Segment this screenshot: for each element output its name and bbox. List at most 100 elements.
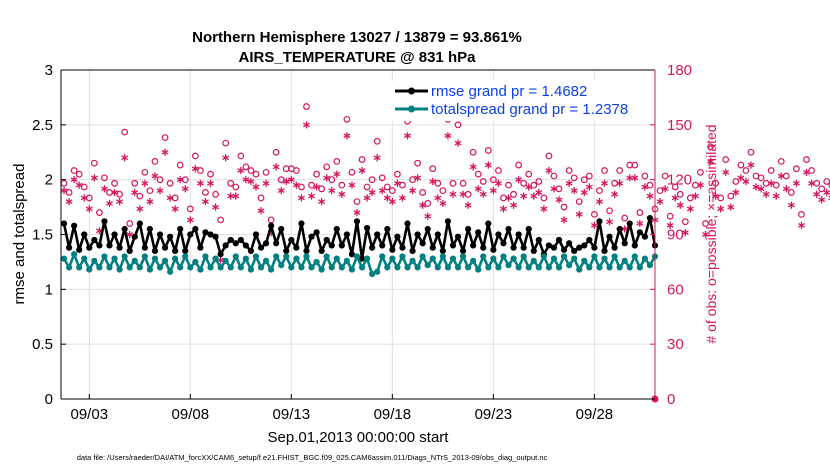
totalspread-point	[182, 253, 189, 260]
obs-assimilated-marker	[212, 203, 220, 211]
axes	[60, 69, 656, 400]
obs-assimilated-marker	[398, 194, 406, 202]
rmse-point	[485, 220, 492, 227]
totalspread-point	[500, 253, 507, 260]
obs-assimilated-marker	[60, 187, 68, 195]
obs-assimilated-marker	[787, 201, 795, 209]
rmse-point	[126, 247, 133, 255]
asterisk-stroke	[580, 190, 588, 195]
asterisk-stroke	[686, 206, 694, 212]
obs-assimilated-marker	[707, 157, 715, 165]
y-axis-left-label: rmse and totalspread	[11, 164, 28, 305]
obs-assimilated-marker	[272, 163, 280, 171]
rmse-point	[566, 240, 573, 247]
obs-possible-marker	[479, 178, 487, 185]
series-lines	[60, 214, 659, 278]
obs-possible-marker	[70, 167, 78, 174]
totalspread-point	[232, 253, 239, 260]
asterisk-stroke	[798, 222, 805, 228]
totalspread-point	[399, 253, 406, 260]
totalspread-point	[161, 257, 169, 264]
asterisk-stroke	[565, 180, 573, 186]
asterisk-stroke	[489, 188, 497, 193]
rmse-point	[379, 242, 386, 249]
asterisk-stroke	[126, 232, 134, 237]
obs-possible-marker	[601, 167, 608, 174]
obs-possible-marker	[505, 181, 512, 189]
asterisk-stroke	[196, 180, 204, 186]
asterisk-stroke	[136, 206, 144, 212]
asterisk-stroke	[393, 180, 401, 186]
asterisk-stroke	[515, 177, 523, 183]
asterisk-stroke	[595, 199, 603, 204]
rmse-point	[596, 218, 603, 225]
asterisk-stroke	[303, 122, 310, 128]
rmse-point	[404, 220, 411, 227]
obs-assimilated-marker	[742, 177, 750, 186]
y-axis-right-label: # of obs: o=possible; ×=assimilated	[703, 124, 719, 343]
totalspread-point	[257, 264, 265, 271]
rmse-point	[480, 244, 487, 251]
totalspread-point	[328, 264, 335, 271]
obs-possible-marker	[373, 137, 381, 145]
obs-assimilated-marker	[368, 188, 376, 197]
y-right-tick-label: 90	[667, 227, 684, 244]
totalspread-point	[141, 253, 148, 260]
rmse-point	[338, 242, 345, 249]
totalspread-point	[353, 253, 361, 260]
obs-possible-marker	[111, 179, 118, 187]
obs-assimilated-marker	[358, 166, 366, 175]
asterisk-stroke	[252, 184, 260, 190]
obs-assimilated-marker	[560, 216, 568, 224]
footnote-data-file: data file: /Users/raeder/DAI/ATM_forcXX/…	[77, 453, 548, 462]
obs-assimilated-marker	[712, 192, 720, 200]
asterisk-stroke	[803, 169, 810, 175]
legend: rmse grand pr = 1.4682 totalspread grand…	[391, 81, 651, 121]
asterisk-stroke	[378, 188, 386, 193]
obs-assimilated-marker	[555, 196, 563, 204]
obs-possible-marker	[606, 207, 613, 215]
totalspread-point	[419, 253, 426, 260]
obs-possible-marker	[813, 179, 821, 187]
rmse-point	[525, 225, 532, 233]
obs-assimilated-marker	[469, 163, 477, 171]
obs-possible-marker	[828, 182, 830, 189]
obs-assimilated-marker	[353, 208, 361, 217]
totalspread-point	[591, 253, 598, 260]
totalspread-point	[571, 255, 578, 262]
rmse-point	[318, 247, 325, 255]
asterisk-stroke	[747, 162, 755, 168]
obs-assimilated-marker	[722, 168, 730, 176]
obs-assimilated-marker	[676, 201, 684, 209]
obs-assimilated-marker	[752, 183, 760, 191]
rmse-point	[156, 231, 164, 238]
obs-possible-marker	[222, 139, 230, 147]
totalspread-point	[303, 253, 310, 260]
totalspread-point	[65, 264, 73, 271]
obs-assimilated-marker	[732, 188, 740, 197]
asterisk-stroke	[757, 186, 765, 192]
obs-possible-marker	[590, 210, 598, 218]
obs-assimilated-marker	[520, 192, 528, 200]
obs-assimilated-marker	[292, 181, 300, 189]
rmse-point	[252, 231, 260, 238]
obs-possible-marker	[136, 192, 144, 200]
asterisk-stroke	[777, 173, 785, 179]
rmse-point	[116, 244, 123, 251]
totalspread-point	[454, 264, 462, 271]
obs-assimilated-marker	[500, 205, 507, 213]
obs-assimilated-marker	[414, 174, 422, 182]
asterisk-stroke	[343, 133, 351, 139]
obs-assimilated-marker	[106, 199, 113, 208]
asterisk-stroke	[782, 186, 790, 192]
rmse-point	[444, 218, 452, 225]
asterisk-stroke	[348, 182, 356, 188]
obs-possible-marker	[388, 187, 396, 195]
obs-possible-marker	[232, 183, 240, 191]
totalspread-point	[581, 257, 588, 264]
asterisk-stroke	[287, 177, 295, 183]
obs-assimilated-marker	[540, 205, 548, 213]
asterisk-stroke	[242, 177, 250, 183]
totalspread-point	[389, 255, 396, 262]
asterisk-stroke	[762, 191, 770, 197]
